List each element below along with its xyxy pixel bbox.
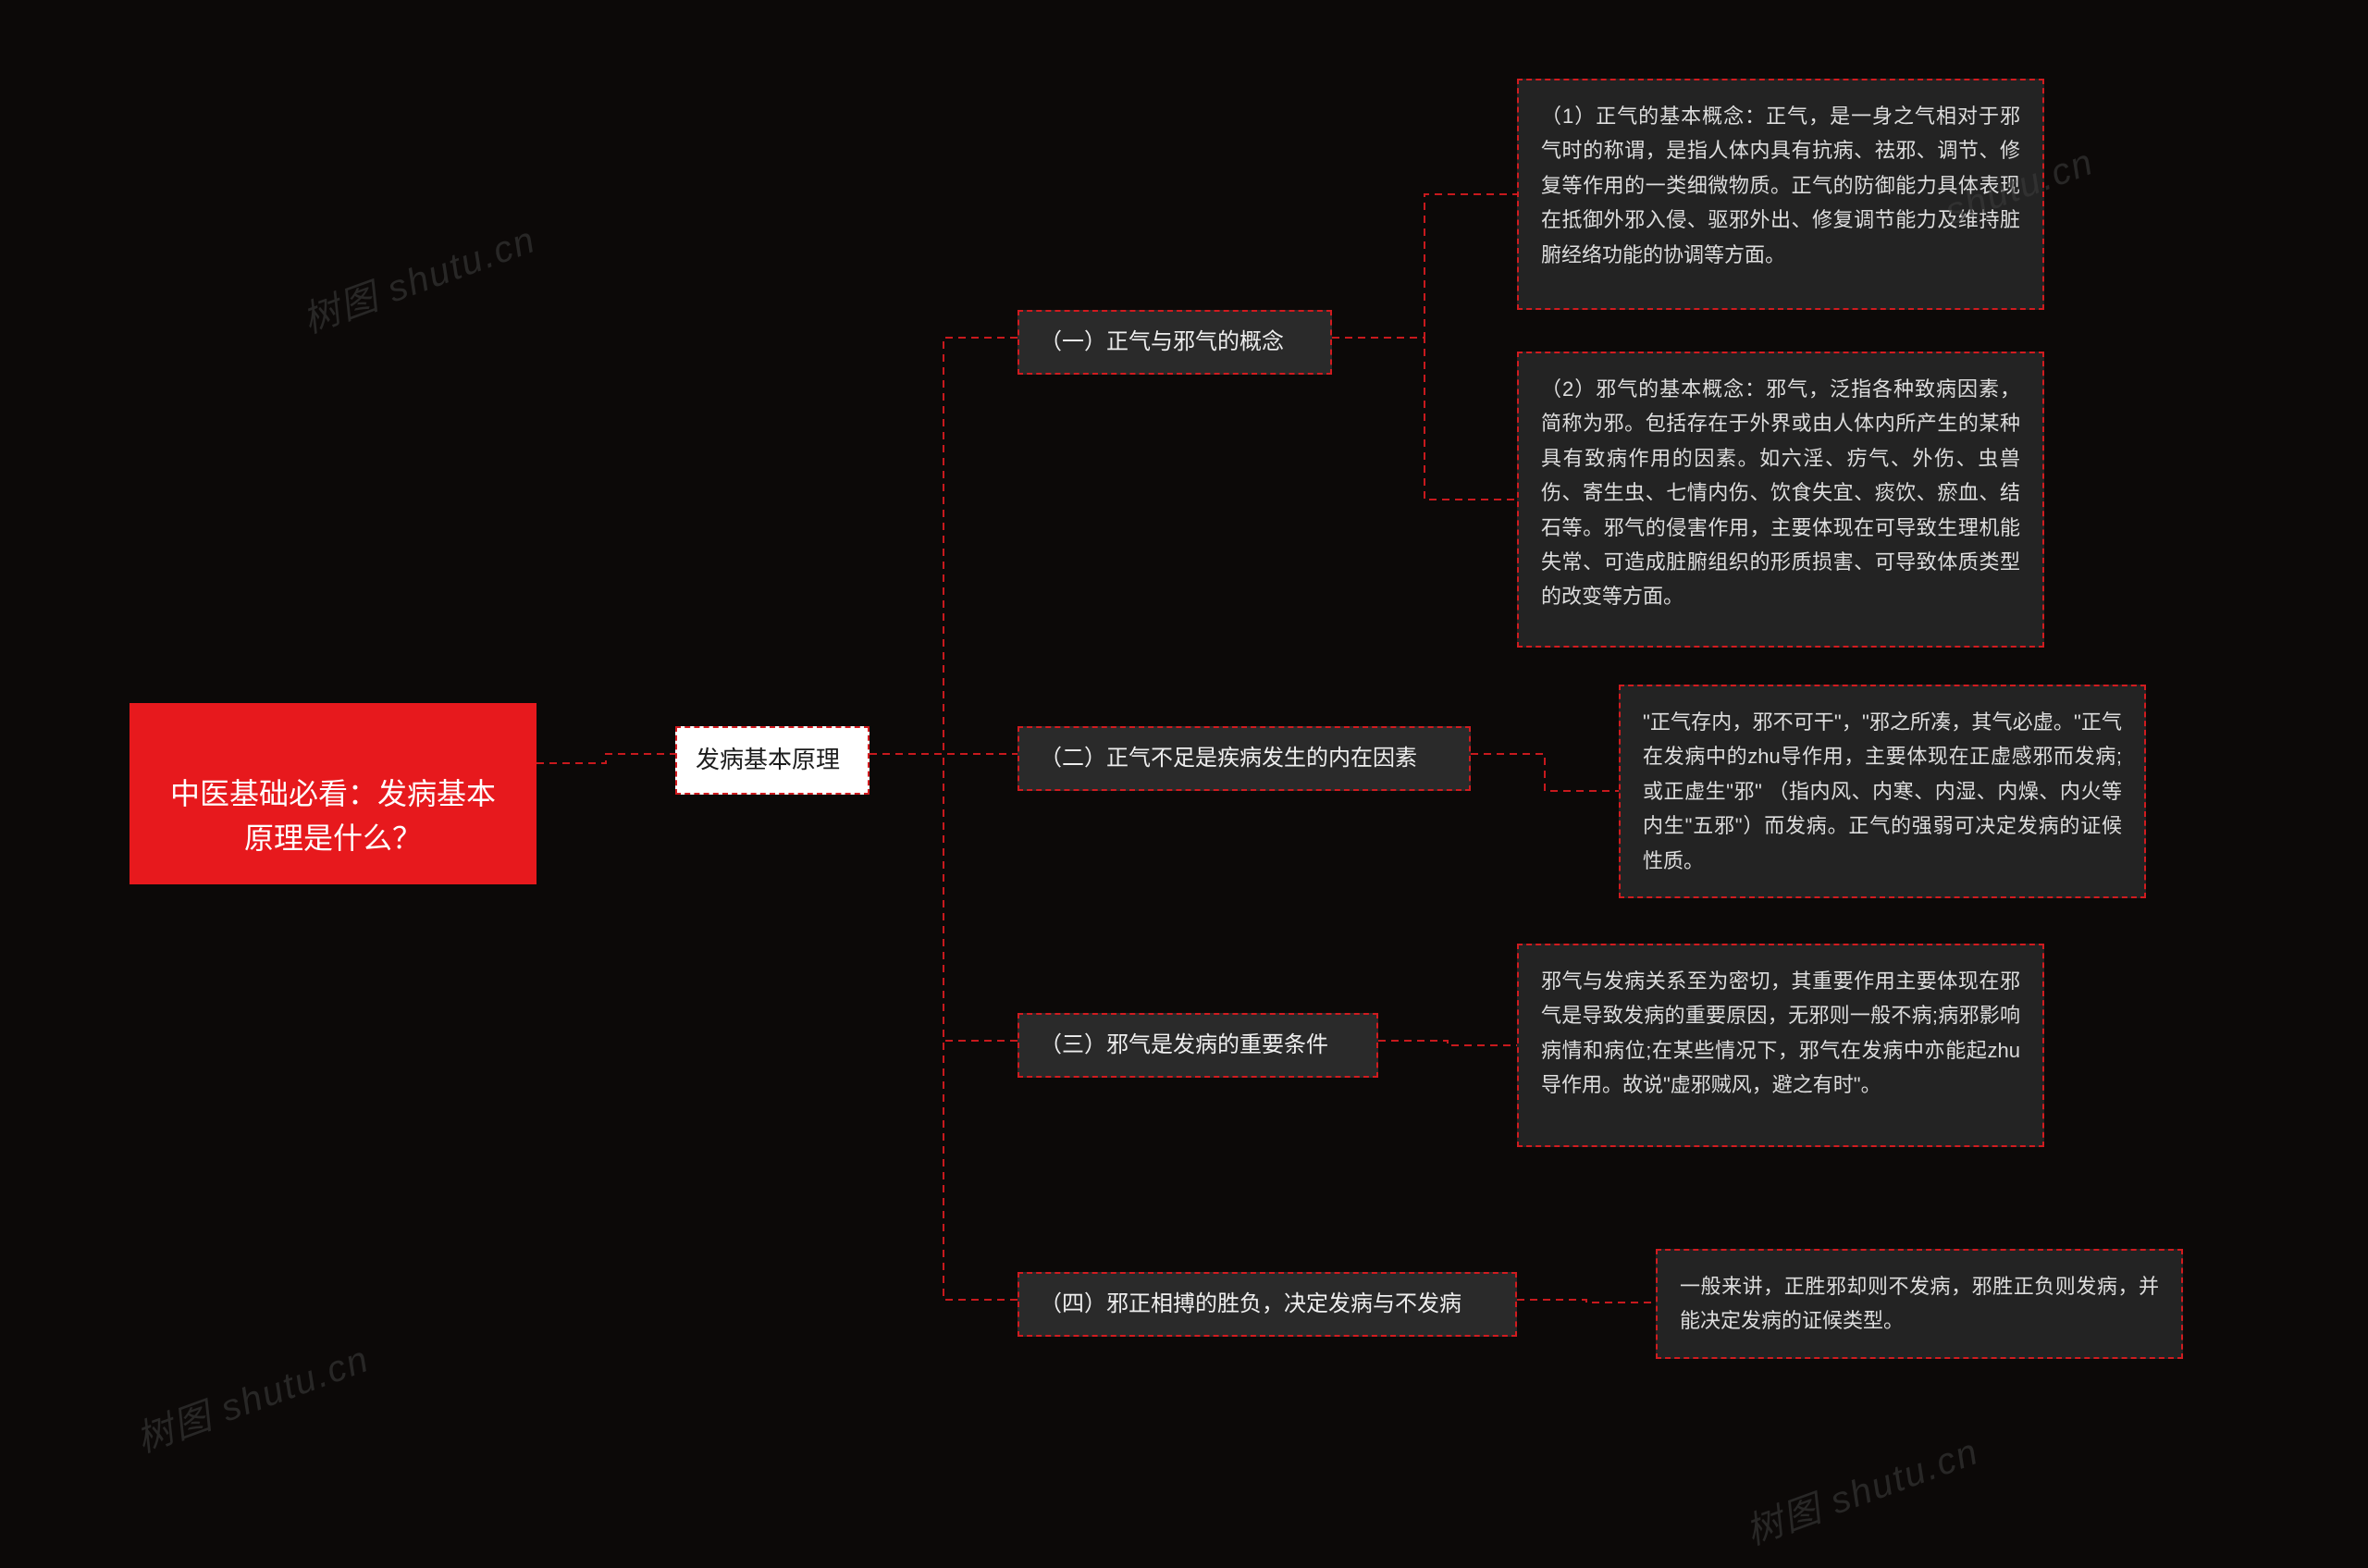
leaf-node-3-1[interactable]: 邪气与发病关系至为密切，其重要作用主要体现在邪气是导致发病的重要原因，无邪则一般… [1517,944,2044,1147]
watermark: 树图 shutu.cn [294,210,542,344]
leaf-text: （1）正气的基本概念：正气，是一身之气相对于邪气时的称谓，是指人体内具有抗病、祛… [1541,105,2020,266]
section-2-text: （二）正气不足是疾病发生的内在因素 [1040,746,1417,771]
leaf-node-4-1[interactable]: 一般来讲，正胜邪却则不发病，邪胜正负则发病，并能决定发病的证候类型。 [1656,1249,2183,1359]
watermark: 树图 shutu.cn [1737,1422,1985,1556]
root-node[interactable]: 中医基础必看：发病基本 原理是什么？ [130,703,536,884]
leaf-text: 邪气与发病关系至为密切，其重要作用主要体现在邪气是导致发病的重要原因，无邪则一般… [1541,969,2020,1096]
section-1-node[interactable]: （一）正气与邪气的概念 [1018,310,1332,375]
leaf-node-1-1[interactable]: （1）正气的基本概念：正气，是一身之气相对于邪气时的称谓，是指人体内具有抗病、祛… [1517,79,2044,310]
leaf-text: （2）邪气的基本概念：邪气，泛指各种致病因素，简称为邪。包括存在于外界或由人体内… [1541,377,2020,608]
section-3-text: （三）邪气是发病的重要条件 [1040,1032,1328,1057]
leaf-text: 一般来讲，正胜邪却则不发病，邪胜正负则发病，并能决定发病的证候类型。 [1680,1275,2159,1332]
leaf-node-2-1[interactable]: "正气存内，邪不可干"，"邪之所凑，其气必虚。"正气在发病中的zhu导作用，主要… [1619,685,2146,898]
section-4-text: （四）邪正相搏的胜负，决定发病与不发病 [1040,1291,1462,1316]
section-3-node[interactable]: （三）邪气是发病的重要条件 [1018,1013,1378,1078]
level2-text: 发病基本原理 [696,746,840,773]
watermark: 树图 shutu.cn [128,1329,376,1463]
leaf-text: "正气存内，邪不可干"，"邪之所凑，其气必虚。"正气在发病中的zhu导作用，主要… [1643,710,2122,872]
root-text: 中医基础必看：发病基本 原理是什么？ [170,777,496,855]
level2-node[interactable]: 发病基本原理 [675,726,870,795]
leaf-node-1-2[interactable]: （2）邪气的基本概念：邪气，泛指各种致病因素，简称为邪。包括存在于外界或由人体内… [1517,352,2044,648]
section-1-text: （一）正气与邪气的概念 [1040,329,1284,354]
section-4-node[interactable]: （四）邪正相搏的胜负，决定发病与不发病 [1018,1272,1517,1337]
section-2-node[interactable]: （二）正气不足是疾病发生的内在因素 [1018,726,1471,791]
